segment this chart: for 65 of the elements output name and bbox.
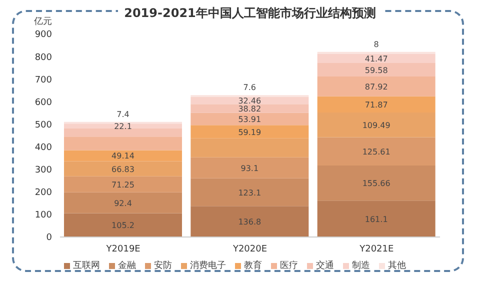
data-label: 22.1: [114, 122, 132, 132]
data-label: 136.8: [238, 218, 262, 227]
legend-label: 制造: [351, 260, 370, 272]
legend-label: 交通: [315, 260, 334, 272]
y-tick-label: 0: [46, 233, 52, 244]
bar: [317, 200, 436, 237]
data-label: 49.14: [112, 152, 134, 161]
data-label: 66.83: [112, 164, 134, 174]
y-tick-label: 300: [34, 166, 52, 176]
bar: [317, 63, 436, 76]
legend-label: 安防: [153, 260, 172, 272]
bar: [64, 128, 182, 137]
y-tick-label: 100: [34, 210, 52, 221]
data-label: 7.4: [116, 110, 130, 119]
data-label: 93.1: [240, 164, 259, 173]
legend-label: 消费电子: [189, 260, 226, 272]
data-label: 32.46: [238, 96, 262, 106]
bar: [190, 112, 309, 126]
y-tick-label: 800: [34, 52, 52, 63]
chart-title: 2019-2021年中国人工智能市场行业结构预测: [118, 6, 382, 20]
data-label: 59.19: [238, 128, 262, 137]
bar: [64, 213, 182, 237]
data-label: 71.25: [112, 180, 134, 190]
data-label: 38.82: [238, 104, 262, 114]
data-label: 71.87: [364, 100, 388, 110]
data-label: 53.91: [238, 115, 262, 124]
bar: [317, 76, 436, 96]
bar: [317, 54, 436, 64]
legend-label: 金融: [117, 260, 136, 272]
data-label: 123.1: [238, 188, 262, 198]
data-label: 92.4: [114, 198, 132, 208]
data-label: 87.92: [364, 82, 388, 92]
legend-label: 其他: [387, 260, 406, 272]
legend-label: 教育: [243, 259, 262, 272]
bar: [64, 176, 182, 192]
data-label: 105.2: [112, 221, 134, 230]
bar: [317, 137, 436, 166]
data-label: 41.47: [364, 54, 388, 64]
data-label: 8: [374, 40, 379, 49]
x-tick-label: Y2021E: [358, 244, 394, 254]
legend-label: 互联网: [72, 260, 100, 272]
bar: [190, 206, 309, 237]
y-tick-label: 400: [34, 142, 52, 153]
bar: [64, 192, 182, 214]
legend-label: 医疗: [279, 260, 298, 272]
x-tick-label: Y2020E: [232, 244, 268, 254]
bar: [64, 136, 182, 150]
x-tick-label: Y2019E: [105, 244, 141, 254]
data-label: 7.6: [243, 83, 256, 92]
data-label: 161.1: [364, 214, 388, 224]
y-tick-label: 600: [34, 98, 52, 108]
bar: [190, 157, 309, 178]
data-label: 59.58: [364, 66, 388, 75]
bar: [64, 124, 182, 129]
bar: [190, 178, 309, 206]
y-tick-label: 700: [34, 75, 52, 86]
y-tick-label: 900: [34, 30, 52, 40]
data-label: 125.61: [362, 147, 390, 156]
y-tick-label: 200: [34, 188, 52, 198]
y-axis-title: 亿元: [34, 15, 52, 28]
bar: [317, 166, 436, 201]
bar: [190, 104, 309, 113]
data-label: 109.49: [362, 120, 390, 130]
y-tick-label: 500: [34, 120, 52, 130]
data-label: 155.66: [362, 179, 390, 188]
